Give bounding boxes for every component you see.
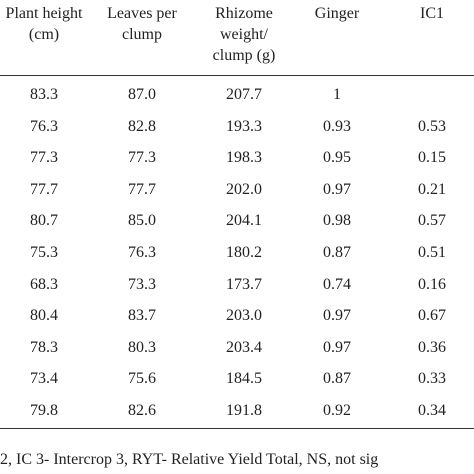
- table-cell: 77.7: [128, 180, 156, 198]
- table-cell: 76.3: [30, 117, 58, 135]
- table-cell: 80.4: [30, 307, 58, 325]
- table-cell: 0.98: [323, 212, 351, 230]
- table-cell: 0.97: [323, 307, 351, 325]
- table-cell: 0.34: [418, 402, 446, 419]
- table-cell: 83.7: [128, 307, 156, 325]
- table-cell: 0.92: [323, 402, 351, 419]
- header-line: Rhizome: [215, 5, 273, 22]
- table-cell: 203.4: [226, 338, 262, 356]
- table-cell: 0.53: [418, 117, 446, 135]
- table-cell: 0.33: [418, 370, 446, 388]
- table-cell: 82.8: [128, 117, 156, 135]
- table-cell: 198.3: [226, 149, 262, 167]
- table-cell: 207.7: [226, 86, 262, 103]
- table-cell: 85.0: [128, 212, 156, 230]
- table-cell: 0.95: [323, 149, 351, 167]
- table-cell: 0.97: [323, 338, 351, 356]
- bottom-rule: [0, 428, 474, 429]
- table-cell: 77.3: [128, 149, 156, 167]
- table-cell: 78.3: [30, 338, 58, 356]
- table-cell: 0.51: [418, 244, 446, 261]
- table-cell: 75.3: [30, 244, 58, 261]
- table-cell: 0.74: [323, 275, 351, 293]
- table-cell: 68.3: [30, 275, 58, 293]
- header-ic1: IC1: [382, 3, 474, 24]
- table-cell: 76.3: [128, 244, 156, 261]
- table-cell: 77.3: [30, 149, 58, 167]
- header-plant-height: Plant height (cm): [0, 3, 94, 45]
- table-footnote: 2, IC 3- Intercrop 3, RYT- Relative Yiel…: [0, 451, 379, 468]
- table-cell: 0.15: [418, 149, 446, 167]
- table-cell: 0.16: [418, 275, 446, 293]
- table-cell: 1: [333, 86, 341, 103]
- table-cell: 0.57: [418, 212, 446, 230]
- header-line: Plant height: [5, 5, 83, 22]
- table-cell: 0.36: [418, 338, 446, 356]
- table-cell: 73.4: [30, 370, 58, 388]
- table-cell: 87.0: [128, 86, 156, 103]
- table-cell: 0.67: [418, 307, 446, 325]
- header-line: weight/: [220, 26, 268, 43]
- table-cell: 173.7: [226, 275, 262, 293]
- header-ginger: Ginger: [287, 3, 387, 24]
- header-line: (cm): [28, 26, 60, 43]
- table-cell: 83.3: [30, 86, 58, 103]
- header-line: clump (g): [212, 47, 276, 64]
- header-leaves-per-clump: Leaves per clump: [92, 3, 192, 45]
- table-cell: 80.3: [128, 338, 156, 356]
- table-cell: 79.8: [30, 402, 58, 419]
- table-cell: 193.3: [226, 117, 262, 135]
- header-rhizome-weight: Rhizome weight/ clump (g): [194, 3, 294, 66]
- table-cell: 77.7: [30, 180, 58, 198]
- table-cell: 202.0: [226, 180, 262, 198]
- table-cell: 203.0: [226, 307, 262, 325]
- header-line: Leaves per: [107, 5, 177, 22]
- table-cell: 204.1: [226, 212, 262, 230]
- table-cell: 0.97: [323, 180, 351, 198]
- table-cell: 191.8: [226, 402, 262, 419]
- header-line: Ginger: [314, 5, 360, 22]
- header-line: clump: [122, 26, 162, 43]
- table-cell: 0.21: [418, 180, 446, 198]
- table-cell: 0.87: [323, 244, 351, 261]
- header-rule: [0, 75, 474, 76]
- table-cell: 184.5: [226, 370, 262, 388]
- table-cell: 82.6: [128, 402, 156, 419]
- table-cell: 0.93: [323, 117, 351, 135]
- header-line: IC1: [420, 5, 444, 22]
- table-cell: 75.6: [128, 370, 156, 388]
- table-cell: 80.7: [30, 212, 58, 230]
- table-cell: 0.87: [323, 370, 351, 388]
- table-cell: 73.3: [128, 275, 156, 293]
- table-cell: 180.2: [226, 244, 262, 261]
